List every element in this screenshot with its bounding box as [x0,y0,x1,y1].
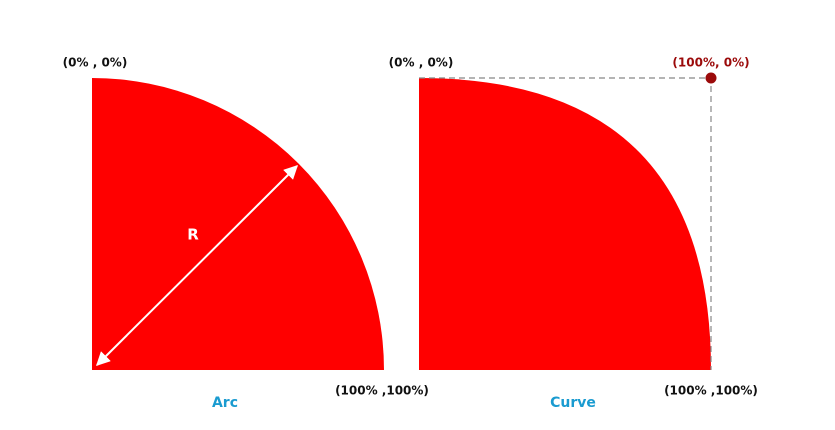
curve-panel: (0% , 0%) (100%, 0%) (100% ,100%) Curve [389,56,758,412]
radius-label: R [187,226,199,244]
arc-panel: R (0% , 0%) (100% ,100%) Arc [63,56,429,412]
curve-shape [419,78,711,370]
corner-label: (0% , 0%) [389,56,454,70]
corner-label: (100% ,100%) [335,384,429,398]
corner-label: (0% , 0%) [63,56,128,70]
control-point [705,72,717,84]
control-label: (100%, 0%) [672,56,749,70]
radius-arrow [96,165,298,366]
corner-label: (100% ,100%) [664,384,758,398]
caption: Arc [212,395,238,411]
caption: Curve [550,395,596,411]
